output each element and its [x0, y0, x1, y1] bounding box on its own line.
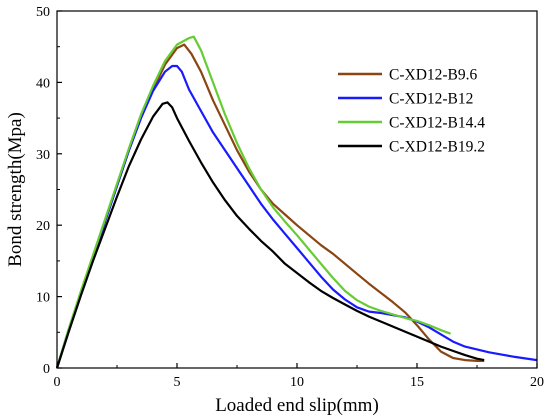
y-tick-label: 50	[36, 5, 50, 20]
legend-label-c-xd12-b19-2: C-XD12-B19.2	[389, 139, 485, 156]
y-tick-label: 30	[36, 148, 50, 163]
y-tick-label: 10	[36, 291, 50, 306]
series-line-c-xd12-b19-2	[55, 101, 485, 369]
series-line-c-xd12-b12	[55, 64, 538, 369]
x-axis-title: Loaded end slip(mm)	[215, 395, 379, 416]
series-layer	[55, 35, 538, 369]
y-tick-label: 0	[43, 362, 50, 377]
legend-label-c-xd12-b14-4: C-XD12-B14.4	[389, 115, 485, 132]
series-line-c-xd12-b14-4	[55, 35, 451, 369]
y-axis-title: Bond strength(Mpa)	[5, 112, 26, 267]
x-tick-label: 5	[174, 375, 181, 390]
x-tick-label: 0	[54, 375, 61, 390]
y-tick-label: 20	[36, 219, 50, 234]
x-tick-label: 10	[290, 375, 304, 390]
ticks-layer: 0 5 10 15 20 0 10 20 30 40 50	[36, 5, 544, 390]
x-tick-label: 20	[530, 375, 544, 390]
legend: C-XD12-B9.6 C-XD12-B12 C-XD12-B14.4 C-XD…	[338, 67, 485, 156]
x-tick-label: 15	[410, 375, 424, 390]
legend-label-c-xd12-b9-6: C-XD12-B9.6	[389, 67, 478, 84]
plot-frame	[56, 10, 538, 369]
y-tick-label: 40	[36, 76, 50, 91]
legend-label-c-xd12-b12: C-XD12-B12	[389, 91, 473, 108]
